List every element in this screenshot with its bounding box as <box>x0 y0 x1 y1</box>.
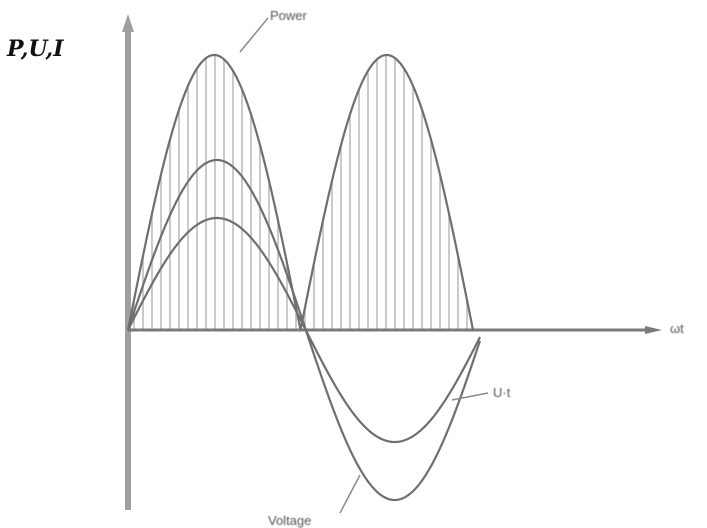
power-area-hatching <box>133 55 468 330</box>
y-axis-arrow <box>122 14 134 32</box>
power-curve <box>126 53 475 331</box>
current-curve-label: Voltage <box>268 513 312 528</box>
voltage-curve-label: U·t <box>493 385 511 400</box>
power-curve-label: Power <box>270 8 307 23</box>
voltage-leader <box>451 392 489 401</box>
power-leader <box>239 17 269 53</box>
x-axis-label: ωt <box>670 321 684 336</box>
x-axis-arrow <box>645 326 662 334</box>
label-leader-lines <box>239 17 489 514</box>
voltage-curve <box>127 216 481 444</box>
y-axis-label: P,U,I <box>7 36 64 62</box>
current-leader <box>339 474 361 514</box>
